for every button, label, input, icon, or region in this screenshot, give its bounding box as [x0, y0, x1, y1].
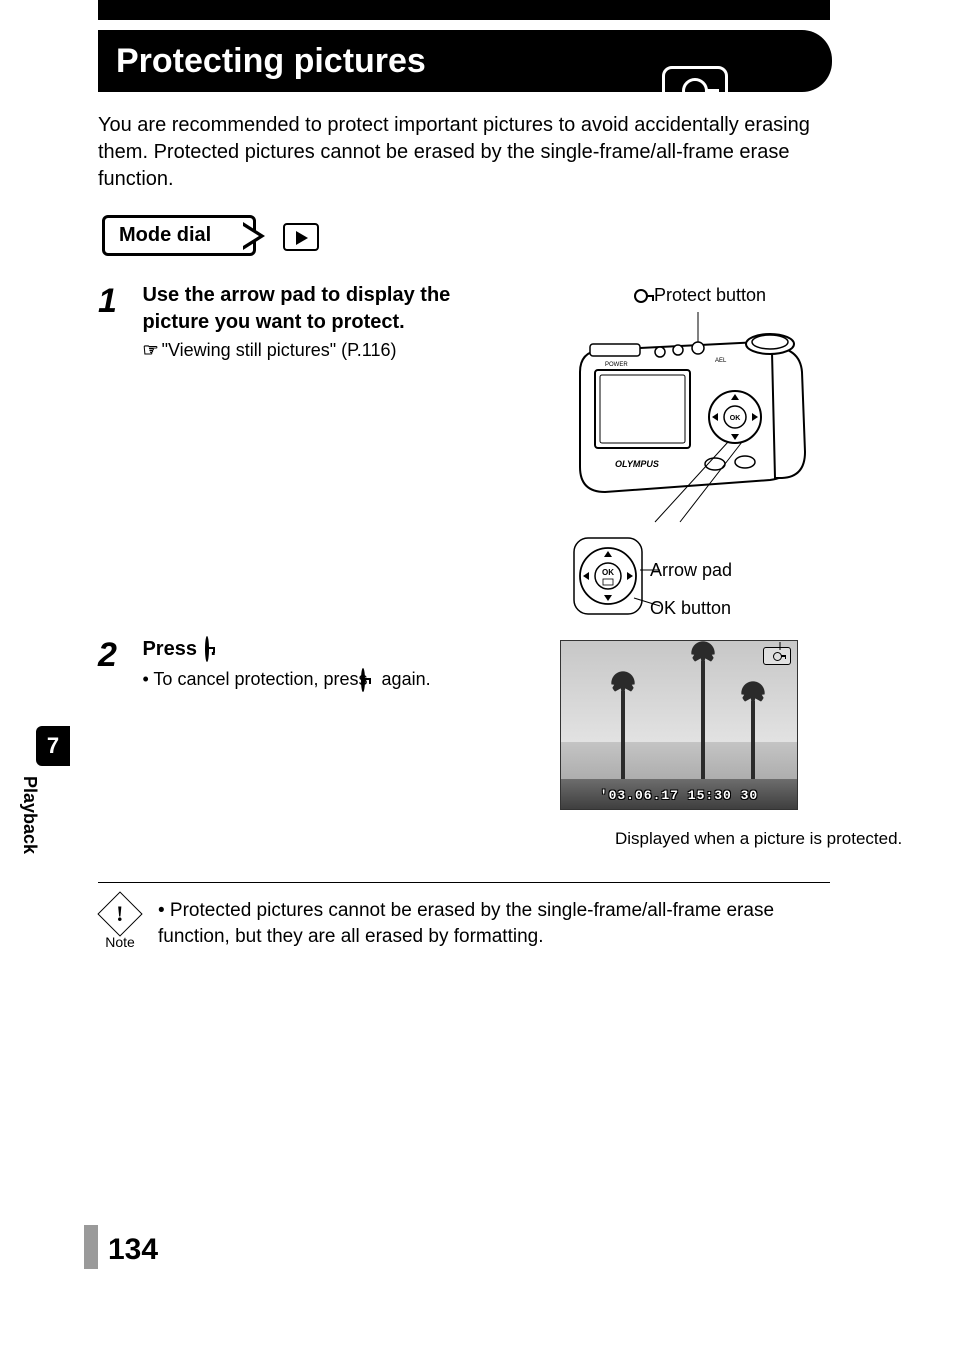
camera-brand: OLYMPUS [615, 459, 659, 469]
palm-tree-graphic [621, 691, 625, 791]
protect-key-icon [205, 636, 209, 662]
section-side-label: Playback [19, 776, 40, 854]
protect-key-icon [361, 668, 365, 692]
playback-mode-icon [283, 223, 319, 251]
note-block: ! Note • Protected pictures cannot be er… [98, 898, 830, 950]
reference-icon: ☞ [142, 340, 158, 361]
step-2: 2 Press . • To cancel protection, press … [98, 636, 528, 691]
protect-key-icon [634, 289, 648, 303]
protect-key-icon [682, 78, 708, 104]
palm-tree-graphic [701, 661, 705, 791]
lcd-caption: Displayed when a picture is protected. [615, 828, 902, 850]
lcd-preview: '03.06.17 15:30 30 [560, 640, 798, 810]
section-title-bar: Protecting pictures [98, 30, 832, 92]
svg-text:AEL: AEL [715, 358, 727, 364]
divider [98, 882, 830, 883]
chapter-tab: 7 [36, 726, 70, 766]
protect-icon-box [662, 66, 728, 116]
palm-tree-graphic [751, 701, 755, 791]
step-2-title: Press . [142, 636, 522, 663]
lcd-timestamp: '03.06.17 15:30 30 [561, 788, 797, 803]
step-number: 1 [98, 282, 138, 321]
camera-illustration: OK OLYMPUS POWER AEL [560, 312, 820, 532]
manual-page: Protecting pictures You are recommended … [0, 0, 954, 1345]
svg-text:OK: OK [730, 415, 741, 422]
protect-button-label: Protect button [560, 285, 840, 306]
arrow-right-icon [243, 222, 265, 250]
step-1-title: Use the arrow pad to display the picture… [142, 282, 522, 336]
svg-text:OK: OK [602, 568, 614, 577]
svg-text:POWER: POWER [605, 362, 628, 368]
note-icon: ! Note [98, 898, 142, 950]
callout-line [770, 642, 810, 702]
step-1-reference: ☞"Viewing still pictures" (P.116) [142, 340, 522, 361]
mode-dial-indicator: Mode dial [102, 215, 319, 256]
camera-diagram: Protect button OK OLYMPU [560, 285, 840, 537]
step-1: 1 Use the arrow pad to display the pictu… [98, 282, 528, 361]
page-number: 134 [108, 1233, 158, 1267]
intro-paragraph: You are recommended to protect important… [98, 112, 830, 193]
arrow-pad-detail: OK [572, 536, 662, 616]
ok-button-label: OK button [650, 598, 731, 619]
mode-dial-label: Mode dial [102, 215, 256, 256]
note-text: • Protected pictures cannot be erased by… [158, 898, 830, 950]
step-2-bullet: • To cancel protection, press again. [142, 669, 522, 691]
page-number-accent [84, 1225, 98, 1269]
arrow-pad-label: Arrow pad [650, 560, 732, 581]
header-accent-bar [98, 0, 830, 20]
step-number: 2 [98, 636, 138, 675]
section-title: Protecting pictures [116, 42, 426, 81]
